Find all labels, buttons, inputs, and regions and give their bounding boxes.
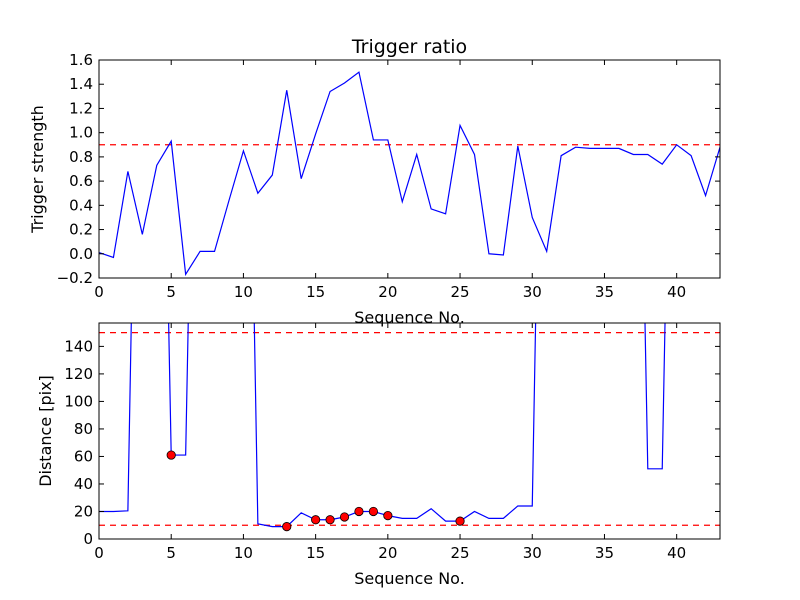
top-x-tick-label: 5 (166, 283, 176, 301)
bottom-axes-frame (98, 322, 721, 540)
top-x-tick-label: 20 (378, 283, 397, 301)
bottom-y-tick-label: 60 (74, 447, 93, 465)
bottom-y-tick-label: 80 (74, 420, 93, 438)
top-x-tick-label: 10 (234, 283, 253, 301)
bottom-x-tick-label: 10 (234, 544, 253, 562)
bottom-x-tick-label: 0 (94, 544, 104, 562)
top-x-tick-label: 25 (450, 283, 469, 301)
bottom-data-point (311, 515, 321, 525)
bottom-y-tick-label: 40 (74, 475, 93, 493)
top-y-tick-label: −0.2 (57, 269, 93, 287)
bottom-data-point (339, 512, 350, 522)
bottom-y-axis-label: Distance [pix] (36, 375, 55, 487)
bottom-y-tick-label: 120 (64, 365, 93, 383)
top-axes-frame (98, 59, 721, 279)
bottom-y-tick-label: 100 (64, 392, 93, 410)
bottom-x-tick-label: 5 (166, 544, 176, 562)
distance-plot: 0 5 10 15 20 25 30 35 40 0 20 40 60 80 100 120 140 Seque… (36, 322, 721, 588)
top-x-tick-label: 30 (523, 283, 542, 301)
bottom-x-tick-label: 35 (595, 544, 614, 562)
top-y-tick-label: 0.6 (69, 172, 93, 190)
top-x-tick-label: 0 (94, 283, 104, 301)
top-y-tick-label: 1.0 (69, 124, 93, 142)
bottom-data-point (455, 516, 465, 526)
top-x-tick-label: 15 (306, 283, 325, 301)
bottom-data-point (325, 515, 335, 525)
bottom-data-point (166, 450, 176, 460)
top-y-axis-label: Trigger strength (28, 105, 47, 234)
bottom-x-tick-label: 30 (523, 544, 542, 562)
bottom-y-tick-label: 20 (74, 502, 93, 520)
top-series-line (99, 71, 720, 277)
bottom-y-tick-label: 140 (64, 337, 93, 355)
bottom-x-tick-label: 20 (378, 544, 397, 562)
bottom-series-line (99, 323, 666, 528)
bottom-x-tick-label: 40 (667, 544, 686, 562)
top-y-tick-label: 0.8 (69, 148, 93, 166)
bottom-x-axis-label: Sequence No. (354, 569, 465, 588)
top-y-tick-label: 0.0 (69, 245, 93, 263)
top-y-tick-label: 1.4 (69, 75, 93, 93)
bottom-data-point (368, 506, 378, 517)
chart-title: Trigger ratio (351, 36, 467, 58)
bottom-data-point (383, 511, 393, 521)
bottom-data-point (282, 522, 292, 532)
top-y-tick-label: 0.2 (69, 221, 93, 239)
top-x-tick-label: 35 (595, 283, 614, 301)
top-x-tick-label: 40 (667, 283, 686, 301)
bottom-y-tick-label: 0 (83, 530, 93, 548)
top-y-tick-label: 0.4 (69, 196, 93, 214)
top-y-tick-label: 1.2 (69, 99, 93, 117)
trigger-ratio-plot: 0 5 10 15 20 25 30 35 40 −0.2 0.0 0.2 0.4 0.6 0.8 1.0 1.… (28, 51, 721, 327)
bottom-x-tick-label: 15 (306, 544, 325, 562)
bottom-data-point (354, 506, 364, 517)
top-y-tick-label: 1.6 (69, 51, 93, 69)
top-x-axis-label: Sequence No. (354, 308, 465, 327)
bottom-x-tick-label: 25 (450, 544, 469, 562)
